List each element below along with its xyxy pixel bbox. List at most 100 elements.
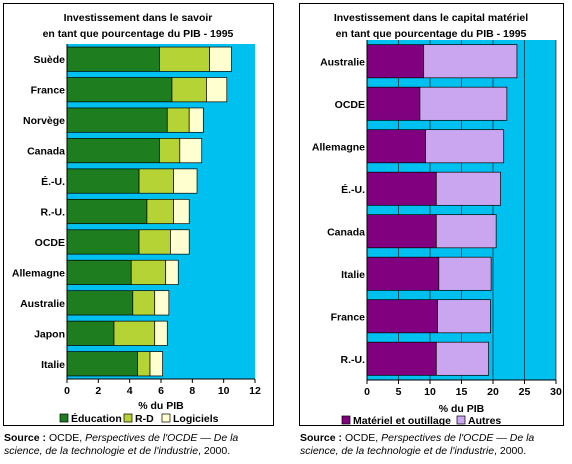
bar-segment — [146, 198, 174, 225]
x-tick-label: 25 — [519, 386, 531, 398]
chart-title: Investissement dans le capital matériel — [334, 12, 528, 24]
x-tick-label: 5 — [396, 386, 402, 398]
bar-segment — [366, 214, 437, 249]
bar-segment — [366, 129, 426, 164]
chart-title: en tant que pourcentage du PIB - 1995 — [43, 28, 234, 40]
bar-segment — [425, 129, 505, 164]
bar-segment — [132, 290, 156, 316]
bar-segment — [138, 229, 171, 255]
category-label: R.-U. — [41, 207, 66, 219]
x-tick-label: 2 — [95, 385, 101, 397]
category-label: France — [331, 311, 366, 323]
legend-swatch — [59, 413, 69, 423]
bar-segment — [435, 214, 497, 249]
source-publisher: OCDE, — [344, 432, 379, 444]
legend-label: Logiciels — [173, 413, 219, 425]
bar-segment — [66, 168, 140, 194]
bar-segment — [423, 44, 518, 79]
bar-segment — [165, 259, 179, 285]
x-tick-label: 0 — [364, 386, 370, 398]
category-label: OCDE — [35, 237, 65, 249]
category-label: Canada — [327, 226, 365, 238]
bar-segment — [159, 138, 181, 164]
bar-segment — [170, 229, 190, 255]
legend-label: Éducation — [71, 412, 122, 425]
bar-segment — [366, 256, 440, 291]
source-label: Source : — [4, 432, 47, 444]
bar-segment — [66, 259, 132, 285]
bar-segment — [138, 168, 174, 194]
bar-segment — [438, 256, 492, 291]
x-tick-label: 4 — [127, 385, 133, 397]
bar-segment — [366, 341, 437, 376]
category-label: R.-U. — [341, 354, 366, 366]
legend-swatch — [341, 415, 351, 425]
bar-segment — [66, 290, 134, 316]
bar-segment — [173, 168, 198, 194]
x-tick-label: 30 — [550, 386, 562, 398]
bar-segment — [66, 107, 168, 133]
source-year: , 2000. — [198, 445, 231, 457]
bar-segment — [137, 351, 151, 377]
bar-segment — [149, 351, 163, 377]
bar-segment — [66, 198, 148, 225]
category-label: Suède — [33, 54, 65, 66]
legend-label: Autres — [468, 415, 501, 427]
category-label: France — [31, 85, 66, 97]
legend-swatch — [456, 415, 466, 425]
bar-segment — [209, 46, 232, 72]
source-work: Perspectives de l'OCDE — De la science, … — [4, 432, 239, 457]
x-tick-label: 12 — [249, 385, 261, 397]
x-axis-label: % du PIB — [439, 403, 485, 415]
x-tick-label: 10 — [218, 385, 230, 397]
chart-2: Investissement dans le capital matériel e… — [299, 3, 564, 427]
bar-segment — [66, 320, 115, 346]
source-note-right: Source : OCDE, Perspectives de l'OCDE — … — [300, 432, 562, 458]
x-axis-label: % du PIB — [138, 400, 184, 412]
bar-segment — [113, 320, 156, 346]
bar-segment — [366, 86, 421, 121]
chart-title: Investissement dans le savoir — [64, 12, 213, 24]
bar-segment — [154, 320, 168, 346]
x-tick-label: 15 — [456, 386, 468, 398]
bar-segment — [437, 299, 491, 334]
x-tick-label: 6 — [158, 385, 164, 397]
bar-segment — [188, 107, 204, 133]
bar-segment — [419, 86, 508, 121]
bar-segment — [66, 138, 160, 164]
category-label: É.-U. — [341, 183, 365, 196]
bar-segment — [171, 77, 207, 103]
bar-segment — [173, 198, 190, 225]
bar-segment — [366, 44, 425, 79]
bar-segment — [66, 351, 138, 377]
chart-1: Investissement dans le savoir en tant que… — [3, 3, 274, 426]
bar-segment — [366, 171, 437, 206]
bar-segment — [435, 171, 501, 206]
category-label: Italie — [341, 269, 365, 281]
x-tick-label: 0 — [64, 385, 70, 397]
source-note-left: Source : OCDE, Perspectives de l'OCDE — … — [4, 432, 274, 458]
bar-segment — [366, 299, 438, 334]
category-label: Canada — [27, 146, 65, 158]
bar-segment — [66, 229, 140, 255]
source-work: Perspectives de l'OCDE — De la science, … — [300, 432, 535, 457]
legend-label: Matériel et outillage — [353, 415, 451, 427]
bar-segment — [66, 77, 173, 103]
legend-label: R-D — [135, 413, 154, 425]
category-label: Allemagne — [312, 141, 365, 153]
category-label: OCDE — [335, 99, 365, 111]
chart-title: en tant que pourcentage du PIB - 1995 — [336, 28, 527, 40]
bar-segment — [179, 138, 203, 164]
category-label: Australie — [320, 56, 365, 68]
category-label: É.-U. — [41, 175, 65, 188]
x-tick-label: 20 — [487, 386, 499, 398]
legend-swatch — [161, 413, 171, 423]
category-label: Italie — [41, 359, 65, 371]
category-label: Japon — [34, 328, 65, 340]
bar-segment — [154, 290, 170, 316]
bar-segment — [166, 107, 190, 133]
category-label: Australie — [20, 298, 65, 310]
legend-swatch — [123, 413, 133, 423]
category-label: Norvège — [23, 115, 65, 127]
